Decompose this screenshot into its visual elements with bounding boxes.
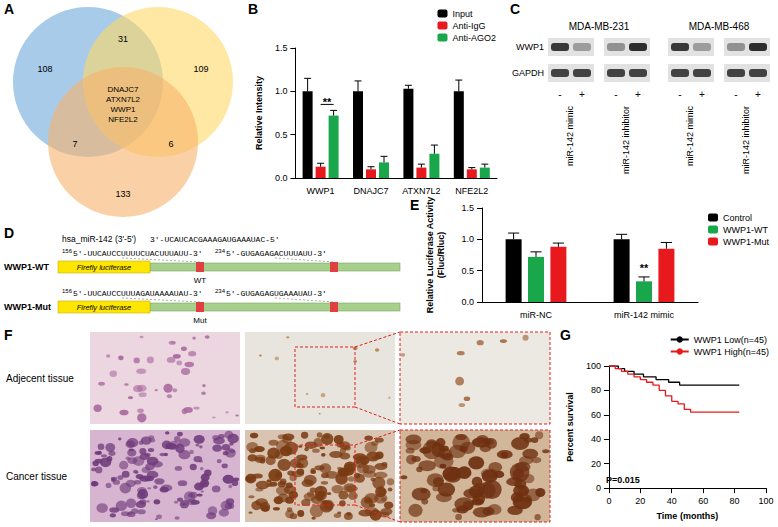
svg-text:Percent survival: Percent survival <box>565 392 575 462</box>
svg-text:133: 133 <box>115 189 130 199</box>
svg-text:WWP1 High(n=45): WWP1 High(n=45) <box>694 347 769 357</box>
svg-text:1.5: 1.5 <box>461 203 474 213</box>
svg-text:Firefly luciferase: Firefly luciferase <box>77 263 132 272</box>
svg-text:0.0: 0.0 <box>461 297 474 307</box>
svg-text:WWP1: WWP1 <box>307 186 335 196</box>
svg-text:WWP1: WWP1 <box>111 105 136 114</box>
svg-text:156: 156 <box>62 248 73 254</box>
svg-text:156: 156 <box>62 288 73 294</box>
svg-text:ATXN7L2: ATXN7L2 <box>402 186 440 196</box>
svg-text:5'-UUCAUCCUUUAGAUAAAAUAU-3': 5'-UUCAUCCUUUAGAUAAAAUAU-3' <box>73 289 203 298</box>
svg-text:100: 100 <box>586 361 601 371</box>
svg-text:hsa_miR-142 (3'-5'): hsa_miR-142 (3'-5') <box>62 234 136 244</box>
svg-text:Cancer tissue: Cancer tissue <box>6 471 68 482</box>
svg-text:5'-GUGAGAGUGAAAUAU-3': 5'-GUGAGAGUGAAAUAU-3' <box>226 289 327 298</box>
svg-text:80: 80 <box>591 385 601 395</box>
svg-text:40: 40 <box>667 496 677 506</box>
svg-text:GAPDH: GAPDH <box>512 68 544 78</box>
svg-text:-: - <box>678 89 681 100</box>
svg-text:60: 60 <box>698 496 708 506</box>
svg-text:20: 20 <box>591 459 601 469</box>
svg-text:31: 31 <box>118 34 128 44</box>
svg-text:Anti-IgG: Anti-IgG <box>452 21 485 31</box>
svg-text:G: G <box>560 327 571 343</box>
svg-text:MDA-MB-231: MDA-MB-231 <box>569 21 630 32</box>
svg-text:109: 109 <box>193 64 208 74</box>
svg-text:6: 6 <box>168 139 173 149</box>
svg-text:ATXN7L2: ATXN7L2 <box>106 95 141 104</box>
svg-text:0.0: 0.0 <box>275 173 288 183</box>
svg-text:100: 100 <box>758 496 773 506</box>
svg-text:1.0: 1.0 <box>461 234 474 244</box>
svg-text:DNAJC7: DNAJC7 <box>353 186 388 196</box>
svg-text:miR-142 mimic: miR-142 mimic <box>614 310 675 320</box>
svg-text:0: 0 <box>606 496 611 506</box>
svg-text:-: - <box>734 89 737 100</box>
svg-text:WWP1-WT: WWP1-WT <box>4 262 49 272</box>
svg-text:Anti-AGO2: Anti-AGO2 <box>452 33 496 43</box>
svg-text:(Fluc/Rluc): (Fluc/Rluc) <box>436 232 446 279</box>
svg-text:+: + <box>635 89 641 100</box>
svg-text:Relative Intensity: Relative Intensity <box>254 76 264 150</box>
svg-text:0.5: 0.5 <box>275 130 288 140</box>
svg-text:20: 20 <box>635 496 645 506</box>
svg-text:3'-UCAUCACGAAAGAUGAAAUAC-5': 3'-UCAUCACGAAAGAUGAAAUAC-5' <box>150 235 280 244</box>
svg-text:WT: WT <box>194 276 207 285</box>
svg-text:**: ** <box>323 96 332 108</box>
svg-text:5'-GUGAGAGACUUUAUU-3': 5'-GUGAGAGACUUUAUU-3' <box>226 249 327 258</box>
svg-text:NFE2L2: NFE2L2 <box>455 186 488 196</box>
svg-text:E: E <box>410 197 419 213</box>
svg-text:Control: Control <box>723 213 752 223</box>
svg-text:B: B <box>248 1 258 17</box>
svg-text:Time (months): Time (months) <box>657 511 719 521</box>
svg-text:**: ** <box>640 262 649 274</box>
svg-text:WWP1-Mut: WWP1-Mut <box>4 302 51 312</box>
svg-text:Firefly luciferase: Firefly luciferase <box>77 303 132 312</box>
svg-text:-: - <box>614 89 617 100</box>
svg-text:0: 0 <box>596 483 601 493</box>
svg-text:-: - <box>558 89 561 100</box>
svg-text:C: C <box>510 1 520 17</box>
svg-text:1.5: 1.5 <box>275 43 288 53</box>
svg-text:miR-142 inhibitor: miR-142 inhibitor <box>621 106 631 174</box>
svg-text:5'-UUCAUCCUUUUCUACUUUAUU-3': 5'-UUCAUCCUUUUCUACUUUAUU-3' <box>73 249 203 258</box>
svg-text:F: F <box>4 327 13 343</box>
svg-text:A: A <box>4 1 14 17</box>
svg-text:40: 40 <box>591 434 601 444</box>
svg-text:Mut: Mut <box>193 316 207 325</box>
svg-text:NFE2L2: NFE2L2 <box>108 115 138 124</box>
svg-text:miR-142 inhibitor: miR-142 inhibitor <box>741 106 751 174</box>
svg-text:0.5: 0.5 <box>461 266 474 276</box>
svg-text:1.0: 1.0 <box>275 86 288 96</box>
svg-text:234: 234 <box>215 248 226 254</box>
svg-text:miR-NC: miR-NC <box>520 310 552 320</box>
svg-text:P=0.015: P=0.015 <box>606 475 640 485</box>
svg-text:108: 108 <box>37 64 52 74</box>
svg-text:DNAJC7: DNAJC7 <box>107 85 139 94</box>
svg-text:WWP1 Low(n=45): WWP1 Low(n=45) <box>694 335 767 345</box>
svg-text:D: D <box>4 225 14 241</box>
svg-text:WWP1-Mut: WWP1-Mut <box>723 237 769 247</box>
svg-text:WWP1: WWP1 <box>516 42 544 52</box>
svg-text:WWP1-WT: WWP1-WT <box>723 225 768 235</box>
svg-text:+: + <box>699 89 705 100</box>
svg-text:7: 7 <box>72 139 77 149</box>
svg-text:miR-142 mimic: miR-142 mimic <box>565 106 575 167</box>
svg-text:234: 234 <box>215 288 226 294</box>
svg-text:+: + <box>755 89 761 100</box>
svg-text:+: + <box>579 89 585 100</box>
svg-text:Input: Input <box>452 9 473 19</box>
svg-text:Relative Luciferase Activity: Relative Luciferase Activity <box>425 197 435 314</box>
svg-text:80: 80 <box>730 496 740 506</box>
svg-text:Adjecent tissue: Adjecent tissue <box>6 373 74 384</box>
svg-text:60: 60 <box>591 410 601 420</box>
svg-text:miR-142 mimic: miR-142 mimic <box>685 106 695 167</box>
svg-text:MDA-MB-468: MDA-MB-468 <box>689 21 750 32</box>
